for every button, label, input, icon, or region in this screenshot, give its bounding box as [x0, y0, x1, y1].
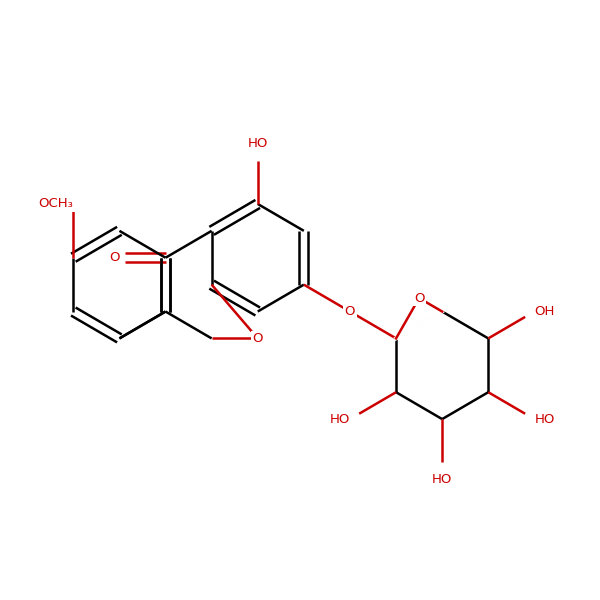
Text: O: O — [63, 197, 73, 211]
Text: HO: HO — [248, 137, 268, 150]
Text: O: O — [109, 251, 119, 264]
Text: HO: HO — [535, 413, 555, 425]
Text: O: O — [344, 305, 355, 318]
Text: O: O — [414, 292, 424, 305]
Text: OCH₃: OCH₃ — [38, 197, 73, 211]
Text: HO: HO — [432, 473, 452, 486]
Text: OH: OH — [535, 305, 555, 318]
Text: O: O — [253, 332, 263, 345]
Text: HO: HO — [248, 137, 268, 150]
Text: HO: HO — [329, 413, 350, 425]
